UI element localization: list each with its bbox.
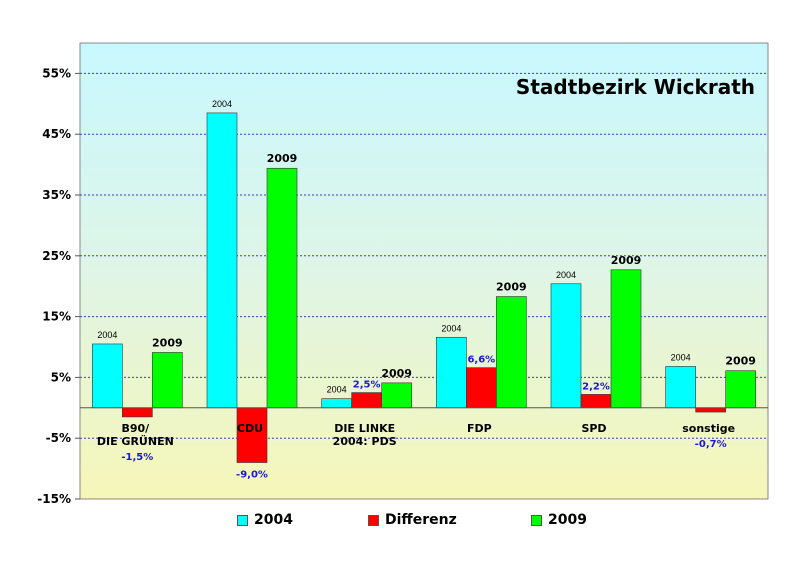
- bar-differenz: [122, 407, 153, 418]
- bar-2004: [550, 283, 582, 409]
- data-label-2009: 2009: [611, 254, 642, 267]
- category-label: DIE GRÜNEN: [97, 434, 174, 448]
- category-label: 2004: PDS: [333, 435, 397, 448]
- data-label-2004: 2004: [212, 99, 232, 109]
- category-label: CDU: [237, 422, 263, 435]
- legend-item-2004: 2004: [237, 512, 293, 528]
- data-label-2009: 2009: [725, 355, 756, 368]
- data-label-2009: 2009: [152, 336, 183, 349]
- y-tick-label: 45%: [42, 127, 71, 141]
- legend-swatch-2004: [237, 514, 248, 526]
- bar-2009: [610, 269, 642, 409]
- bar-differenz: [236, 407, 268, 463]
- plot-area: [79, 42, 769, 500]
- bar-2004: [665, 366, 696, 409]
- data-label-differenz: -9,0%: [236, 470, 268, 481]
- bar-differenz: [580, 394, 612, 409]
- legend: 2004 Differenz 2009: [0, 512, 800, 540]
- legend-item-2009: 2009: [531, 512, 587, 528]
- bar-2009: [725, 370, 756, 409]
- bar-2004: [92, 343, 123, 409]
- data-label-differenz: 6,6%: [467, 355, 495, 366]
- data-label-differenz: 2,2%: [582, 381, 610, 392]
- y-tick-label: 15%: [42, 310, 71, 324]
- category-label: B90/: [121, 422, 150, 435]
- bar-differenz: [466, 367, 497, 409]
- category-label: sonstige: [682, 422, 735, 435]
- y-tick-label: 25%: [42, 249, 71, 263]
- category-label: DIE LINKE: [334, 422, 395, 435]
- data-label-2009: 2009: [496, 281, 527, 294]
- legend-label-2009: 2009: [548, 512, 587, 528]
- bar-differenz: [695, 407, 726, 413]
- legend-label-differenz: Differenz: [385, 512, 457, 528]
- legend-label-2004: 2004: [254, 512, 293, 528]
- chart-title: Stadtbezirk Wickrath: [516, 75, 755, 99]
- y-tick-label: -15%: [37, 492, 71, 506]
- legend-swatch-differenz: [368, 514, 379, 526]
- legend-swatch-2009: [531, 514, 542, 526]
- bar-2004: [321, 398, 352, 409]
- legend-item-differenz: Differenz: [368, 512, 457, 528]
- data-label-2004: 2004: [327, 385, 347, 395]
- data-label-differenz: -1,5%: [121, 452, 153, 463]
- bar-2009: [266, 167, 298, 409]
- y-tick-label: -5%: [46, 431, 71, 445]
- bar-2004: [436, 336, 467, 409]
- bar-differenz: [351, 392, 382, 409]
- data-label-differenz: -0,7%: [695, 439, 727, 450]
- data-label-2009: 2009: [267, 152, 298, 165]
- y-tick-label: 5%: [51, 370, 71, 384]
- data-label-2004: 2004: [556, 270, 576, 280]
- bar-2004: [206, 112, 238, 409]
- bar-2009: [381, 382, 412, 409]
- data-label-2009: 2009: [381, 367, 412, 380]
- y-tick-label: 55%: [42, 66, 71, 80]
- bar-2009: [496, 296, 527, 409]
- data-label-2004: 2004: [671, 352, 691, 362]
- bar-2009: [152, 352, 183, 409]
- category-label: FDP: [467, 422, 492, 435]
- data-label-2004: 2004: [441, 323, 461, 333]
- data-label-2004: 2004: [97, 330, 117, 340]
- category-label: SPD: [581, 422, 606, 435]
- data-label-differenz: 2,5%: [353, 380, 381, 391]
- y-tick-label: 35%: [42, 188, 71, 202]
